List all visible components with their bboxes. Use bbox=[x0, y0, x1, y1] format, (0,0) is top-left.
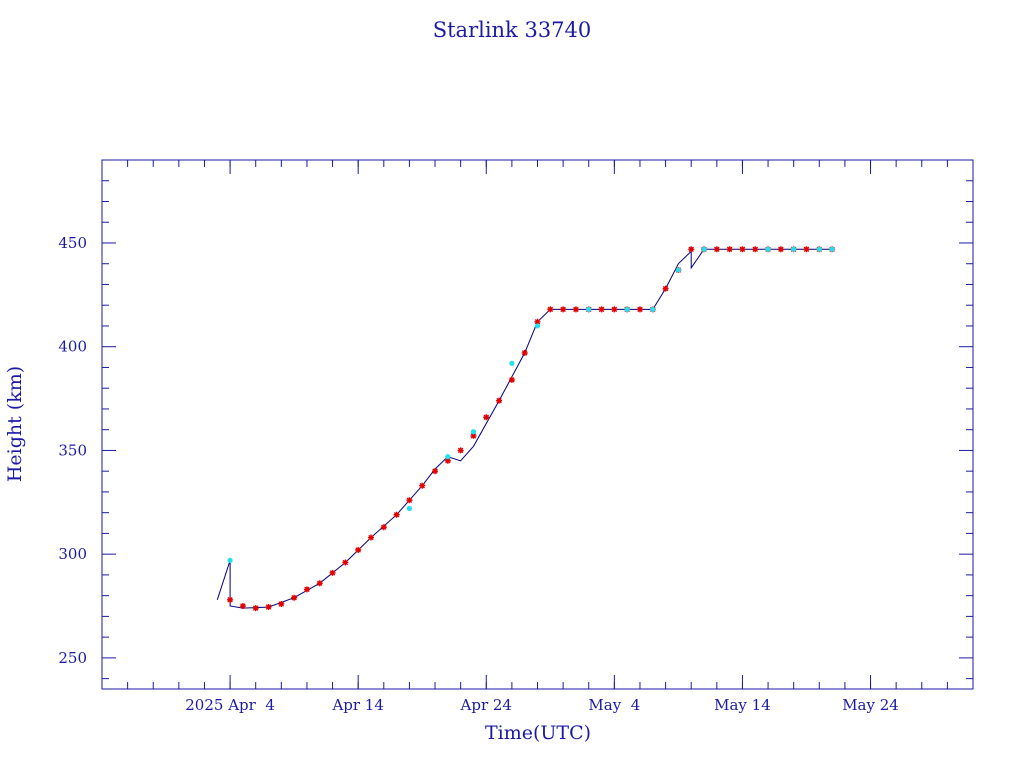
data-point-star bbox=[688, 246, 695, 253]
data-point-star bbox=[355, 547, 362, 554]
data-point-dot bbox=[791, 246, 797, 252]
data-point-dot bbox=[470, 429, 477, 435]
data-point-star bbox=[611, 306, 618, 313]
data-point-dot bbox=[586, 306, 592, 312]
data-point-star bbox=[496, 397, 503, 404]
data-point-dot bbox=[765, 246, 771, 252]
y-tick-label: 250 bbox=[58, 649, 87, 667]
data-point-dot bbox=[445, 454, 451, 460]
axis-ticks bbox=[102, 159, 973, 689]
data-point-star bbox=[227, 596, 234, 603]
data-point-dot bbox=[624, 306, 630, 312]
data-point-star bbox=[278, 600, 285, 607]
data-point-star bbox=[636, 306, 643, 313]
x-tick-labels: 2025 Apr 4 Apr 14 Apr 24 May 4 May 14 May 24 bbox=[185, 696, 899, 714]
data-point-star bbox=[483, 414, 490, 421]
x-tick-label: Apr 14 bbox=[331, 696, 383, 714]
data-point-star bbox=[752, 246, 759, 253]
y-tick-labels: 250 300 350 400 450 bbox=[58, 234, 87, 667]
x-axis-label: Time(UTC) bbox=[485, 722, 591, 744]
data-point-dot bbox=[701, 246, 707, 252]
height-trace-line bbox=[216, 248, 833, 609]
data-point-star bbox=[316, 580, 323, 587]
chart-title: Starlink 33740 bbox=[433, 18, 592, 42]
data-point-dot bbox=[816, 246, 822, 252]
data-point-star bbox=[777, 246, 784, 253]
data-point-star bbox=[444, 457, 451, 464]
data-point-star bbox=[547, 306, 554, 313]
data-point-star bbox=[252, 605, 259, 612]
data-point-star bbox=[739, 246, 746, 253]
y-tick-label: 350 bbox=[58, 441, 87, 459]
data-point-star bbox=[406, 497, 413, 504]
x-tick-label: Apr 24 bbox=[460, 696, 512, 714]
x-tick-label: May 14 bbox=[714, 696, 771, 714]
x-tick-label: 2025 Apr 4 bbox=[185, 696, 275, 714]
data-point-star bbox=[560, 306, 567, 313]
x-tick-label: May 4 bbox=[588, 696, 640, 714]
data-point-star bbox=[598, 306, 605, 313]
data-point-star bbox=[342, 559, 349, 566]
data-point-star bbox=[303, 586, 310, 593]
data-point-dot bbox=[406, 505, 413, 512]
data-point-star bbox=[393, 511, 400, 518]
data-point-star bbox=[239, 603, 246, 610]
y-tick-label: 400 bbox=[58, 338, 87, 356]
data-point-dot bbox=[509, 360, 515, 366]
data-point-dot bbox=[650, 306, 656, 312]
data-point-dot bbox=[829, 246, 835, 252]
plot-frame bbox=[101, 159, 974, 690]
data-point-star bbox=[662, 285, 669, 292]
data-point-star bbox=[329, 569, 336, 576]
data-point-dot bbox=[675, 267, 681, 273]
data-point-star bbox=[419, 482, 426, 489]
data-point-star bbox=[534, 318, 541, 325]
data-point-star bbox=[291, 594, 298, 601]
data-point-star bbox=[572, 306, 579, 313]
data-point-dot bbox=[227, 557, 233, 563]
data-point-dot bbox=[534, 323, 541, 329]
data-point-star bbox=[457, 447, 464, 454]
data-point-star bbox=[713, 246, 720, 253]
data-point-star bbox=[380, 524, 387, 531]
data-point-star bbox=[265, 604, 272, 611]
data-point-star bbox=[726, 246, 733, 253]
data-markers bbox=[227, 246, 836, 612]
x-tick-label: May 24 bbox=[842, 696, 899, 714]
data-point-star bbox=[432, 468, 439, 475]
y-tick-label: 450 bbox=[58, 234, 87, 252]
data-point-star bbox=[367, 534, 374, 541]
data-point-star bbox=[803, 246, 810, 253]
data-point-star bbox=[508, 376, 515, 383]
data-point-star bbox=[470, 432, 477, 439]
y-axis-label: Height (km) bbox=[4, 366, 26, 482]
y-tick-label: 300 bbox=[58, 545, 87, 563]
data-point-star bbox=[521, 349, 528, 356]
